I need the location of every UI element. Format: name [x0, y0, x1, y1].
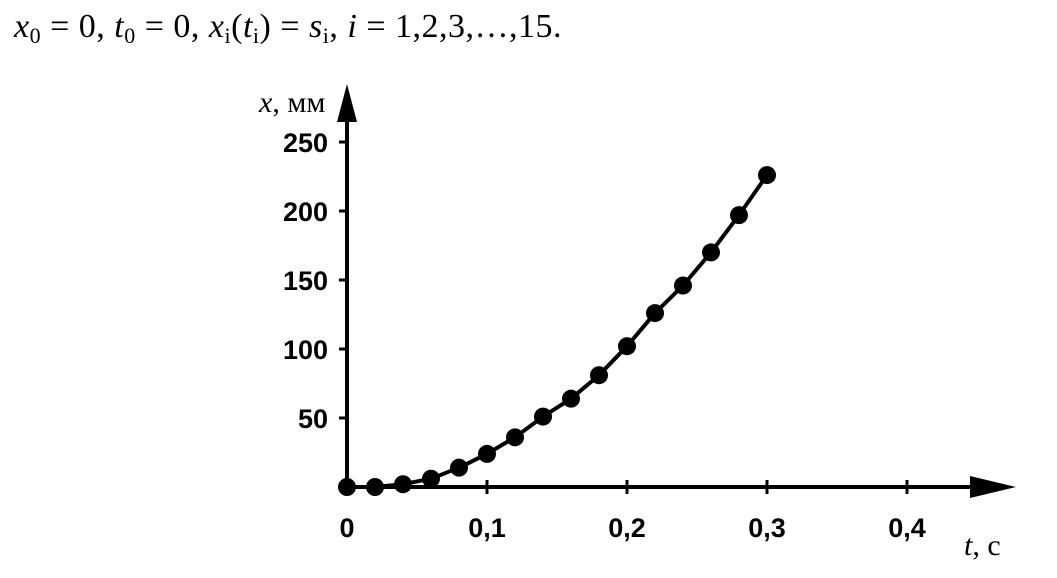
data-point	[478, 444, 496, 463]
y-axis-arrow	[337, 84, 357, 122]
data-point	[674, 276, 692, 295]
xi-equals: ) =	[259, 8, 310, 45]
x-tick-label: 0,2	[608, 513, 646, 543]
data-point	[394, 475, 412, 494]
t0-equals: = 0,	[135, 8, 209, 45]
ti-subscript: i	[252, 23, 260, 48]
data-point	[730, 206, 748, 225]
t0-symbol: t	[114, 8, 125, 45]
paren-open: (	[231, 8, 243, 45]
separator-comma: ,	[329, 8, 348, 45]
xi-subscript: i	[224, 23, 232, 48]
data-point	[758, 166, 776, 185]
data-point	[422, 469, 440, 488]
y-ticks: 50 100 150 200 250	[283, 128, 348, 434]
data-point	[338, 478, 356, 496]
x0-subscript: 0	[29, 23, 42, 48]
x0-equals: = 0,	[41, 8, 115, 45]
header-equation: x0 = 0, t0 = 0, xi(ti) = si, i = 1,2,3,……	[14, 8, 562, 49]
si-subscript: i	[322, 23, 330, 48]
y-tick-label: 150	[283, 266, 328, 296]
y-tick-label: 200	[283, 197, 328, 227]
x-axis-arrow	[970, 476, 1016, 498]
x-tick-label: 0,3	[748, 513, 786, 543]
x0-symbol: x	[14, 8, 30, 45]
x-axis-label: t, с	[964, 529, 1001, 562]
i-symbol: i	[347, 8, 358, 45]
x-tick-label: 0	[339, 513, 354, 543]
data-point	[618, 337, 636, 356]
xi-symbol: x	[208, 8, 225, 45]
data-point	[702, 243, 720, 262]
t0-subscript: 0	[124, 23, 136, 48]
ti-symbol: t	[242, 8, 253, 45]
si-symbol: s	[309, 8, 323, 45]
x-tick-label: 0,1	[468, 513, 506, 543]
y-tick-label: 250	[283, 128, 328, 158]
data-point	[534, 407, 552, 426]
data-point	[646, 304, 664, 323]
data-point	[562, 389, 580, 408]
data-point	[366, 478, 384, 496]
index-sequence: = 1,2,3,…,15.	[357, 8, 563, 45]
series-line	[347, 173, 769, 489]
data-point	[590, 366, 608, 385]
y-tick-label: 50	[298, 404, 328, 434]
y-axis-label: x, мм	[258, 86, 325, 119]
data-point	[506, 428, 524, 447]
y-tick-label: 100	[283, 335, 328, 365]
x-tick-label: 0,4	[888, 513, 926, 543]
data-point	[450, 458, 468, 477]
series-markers	[338, 166, 776, 496]
axes	[337, 84, 1016, 498]
x-ticks: 0 0,1 0,2 0,3 0,4	[339, 480, 926, 543]
